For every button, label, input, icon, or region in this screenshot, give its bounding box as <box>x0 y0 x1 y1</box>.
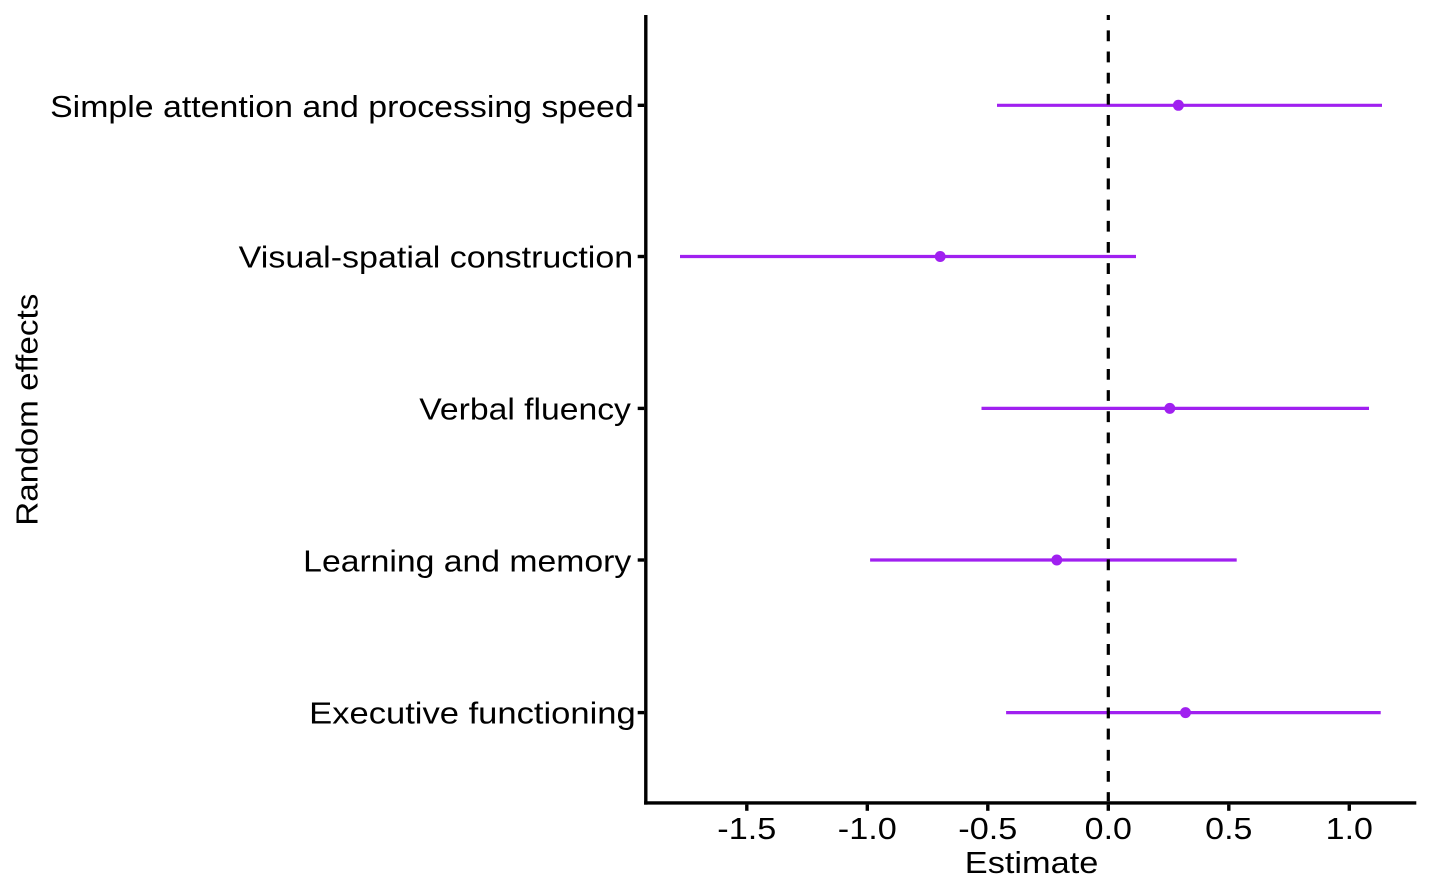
svg-text:Verbal fluency: Verbal fluency <box>419 393 632 426</box>
svg-text:Learning and memory: Learning and memory <box>303 546 632 579</box>
svg-text:-1.5: -1.5 <box>717 813 776 846</box>
svg-text:0.0: 0.0 <box>1085 813 1132 846</box>
svg-text:0.5: 0.5 <box>1205 813 1252 846</box>
svg-text:Simple attention and processin: Simple attention and processing speed <box>50 91 634 124</box>
svg-text:Executive functioning: Executive functioning <box>309 698 636 731</box>
svg-text:Random effects: Random effects <box>11 294 44 526</box>
svg-text:-1.0: -1.0 <box>838 813 897 846</box>
svg-text:1.0: 1.0 <box>1326 813 1373 846</box>
svg-text:Visual-spatial construction: Visual-spatial construction <box>239 242 634 275</box>
svg-text:-0.5: -0.5 <box>958 813 1017 846</box>
svg-text:Estimate: Estimate <box>965 847 1099 880</box>
